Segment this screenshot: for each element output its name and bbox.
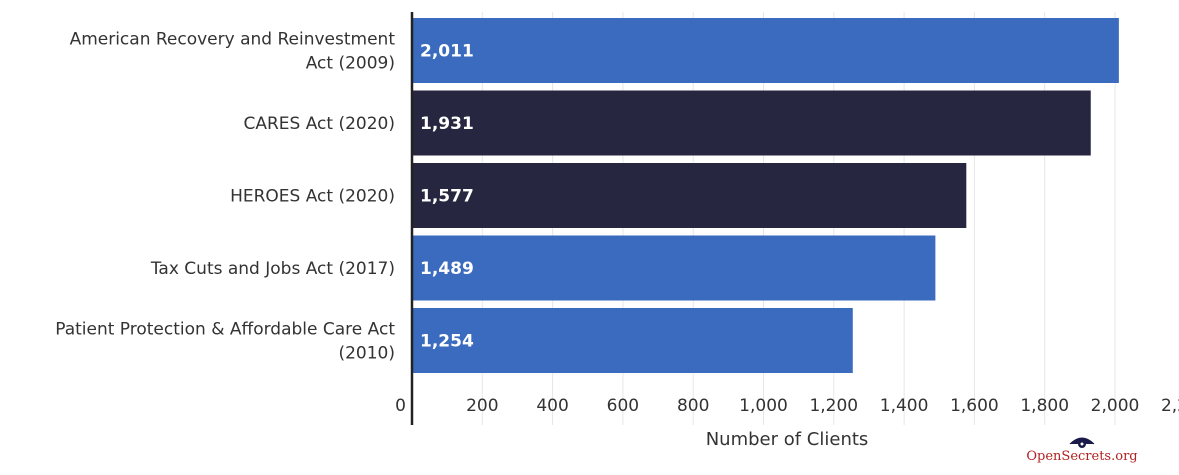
eye-icon [1069,437,1095,448]
x-tick-label: 1,200 [809,396,858,416]
category-label: Tax Cuts and Jobs Act (2017) [150,259,395,279]
bar[interactable] [413,90,1091,156]
bar-value-label: 1,577 [420,187,474,207]
category-label: HEROES Act (2020) [230,187,395,207]
bar-value-label: 1,254 [420,332,474,352]
category-label: CARES Act (2020) [243,114,395,134]
x-tick-label: 200 [466,396,498,416]
x-tick-label: 2,000 [1091,396,1140,416]
opensecrets-logo[interactable]: OpenSecrets.org [1012,436,1152,464]
category-label: Patient Protection & Affordable Care Act [55,320,395,340]
category-label: (2010) [338,344,395,364]
x-tick-label: 1,000 [739,396,788,416]
category-label: Act (2009) [306,54,395,74]
x-tick-label: 1,600 [950,396,999,416]
x-tick-label: 2,200 [1161,396,1179,416]
x-axis-title: Number of Clients [706,429,869,450]
category-label: American Recovery and Reinvestment [70,30,396,50]
bar-value-label: 1,931 [420,114,474,134]
bar-value-label: 1,489 [420,259,474,279]
bar[interactable] [413,18,1119,83]
x-tick-label: 1,800 [1020,396,1069,416]
x-tick-labels: 0 200 400 600 800 1,000 1,200 1,400 1,600 1,800 2,… [395,396,1179,416]
x-tick-label: 0 [395,396,406,416]
bar[interactable] [413,235,936,301]
bar[interactable] [413,308,853,373]
bar-value-label: 2,011 [420,42,474,62]
category-labels: American Recovery and Reinvestment Act (2… [55,30,395,364]
x-tick-label: 1,400 [880,396,929,416]
bars: 2,011 1,931 1,577 1,489 1,254 [413,18,1119,373]
bar[interactable] [413,163,967,228]
brand-name: OpenSecrets.org [1026,449,1138,464]
x-tick-label: 600 [607,396,639,416]
x-tick-label: 400 [536,396,568,416]
x-tick-label: 800 [677,396,709,416]
